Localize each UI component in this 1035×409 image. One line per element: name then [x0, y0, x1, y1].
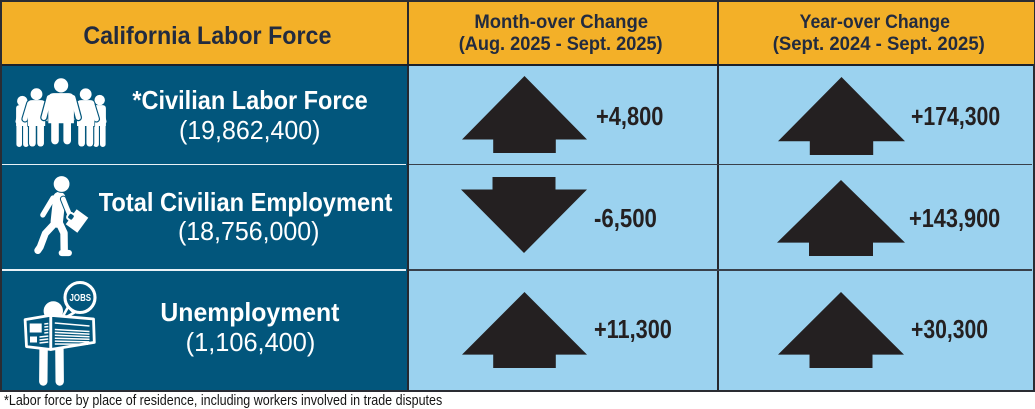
svg-text:JOBS: JOBS	[70, 293, 92, 304]
